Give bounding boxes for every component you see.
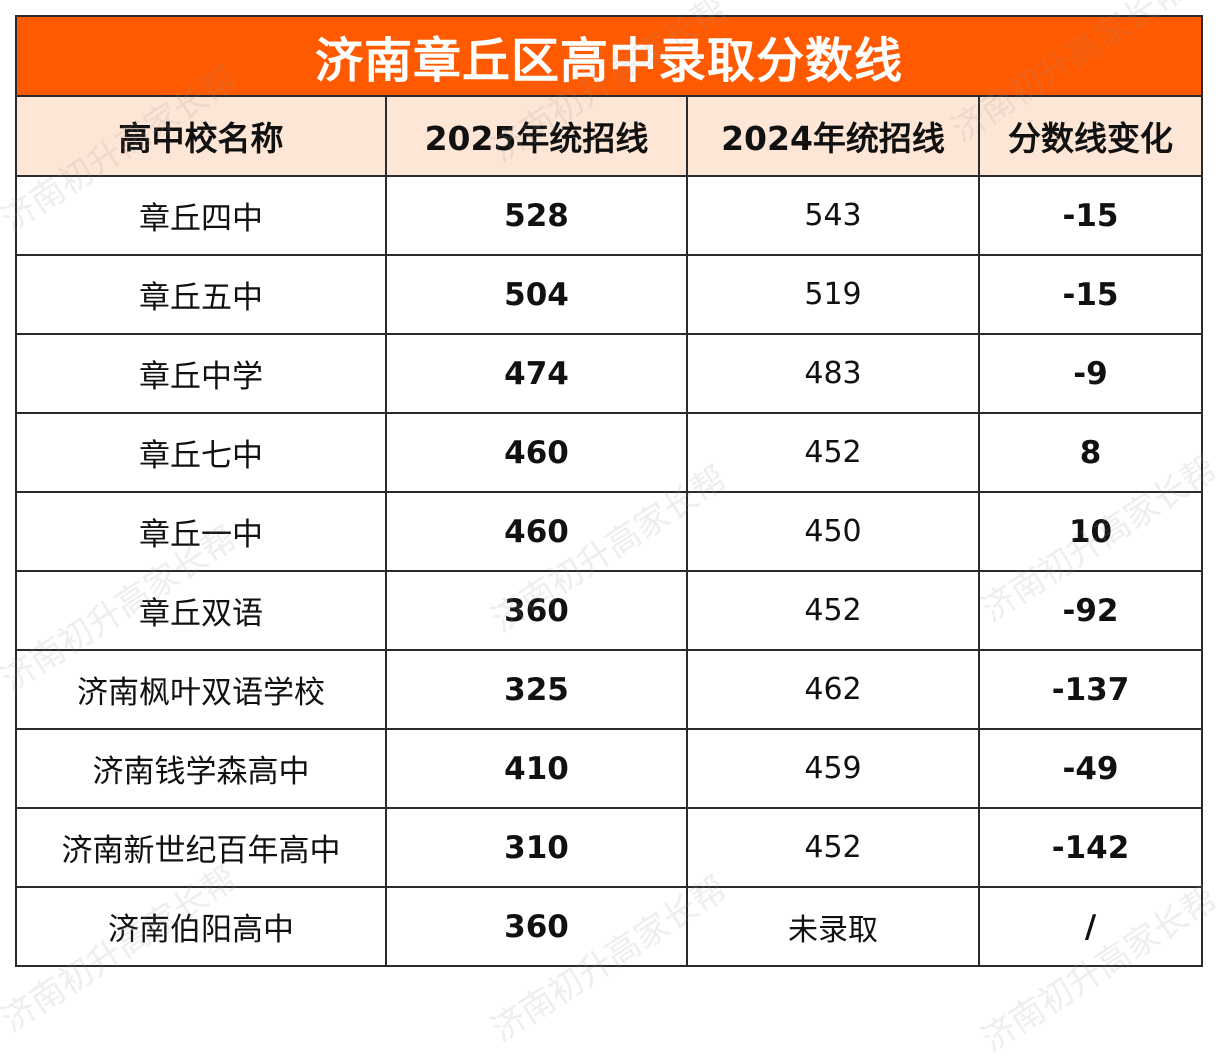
score-table: 济南章丘区高中录取分数线 高中校名称 2025年统招线 2024年统招线 分数线… (14, 15, 1204, 967)
score-2024: 450 (686, 491, 980, 572)
score-change: -142 (977, 807, 1204, 888)
score-2025: 410 (385, 728, 688, 809)
score-2025: 360 (385, 886, 688, 967)
score-2024: 未录取 (686, 886, 980, 967)
table-row: 章丘中学 474 483 -9 (15, 333, 1204, 414)
score-2024: 543 (686, 175, 980, 256)
score-2024: 452 (686, 570, 980, 651)
score-2025: 474 (385, 333, 688, 414)
score-2025: 504 (385, 254, 688, 335)
score-2025: 310 (385, 807, 688, 888)
school-name: 章丘中学 (15, 333, 387, 414)
score-change: -9 (977, 333, 1204, 414)
school-name: 济南钱学森高中 (15, 728, 387, 809)
table-row: 章丘四中 528 543 -15 (15, 175, 1204, 256)
score-2025: 528 (385, 175, 688, 256)
table-row: 章丘七中 460 452 8 (15, 412, 1204, 493)
title-row: 济南章丘区高中录取分数线 (14, 15, 1204, 97)
header-change: 分数线变化 (977, 95, 1204, 177)
score-change: -49 (977, 728, 1204, 809)
header-2024-line: 2024年统招线 (686, 95, 980, 177)
table-row: 章丘一中 460 450 10 (15, 491, 1204, 572)
score-change: -137 (977, 649, 1204, 730)
score-2024: 452 (686, 807, 980, 888)
score-2025: 460 (385, 412, 688, 493)
score-2024: 483 (686, 333, 980, 414)
score-change: -15 (977, 254, 1204, 335)
table-row: 章丘双语 360 452 -92 (15, 570, 1204, 651)
score-change: -15 (977, 175, 1204, 256)
table-row: 章丘五中 504 519 -15 (15, 254, 1204, 335)
score-change: 8 (977, 412, 1204, 493)
header-row: 高中校名称 2025年统招线 2024年统招线 分数线变化 (15, 95, 1204, 177)
table-row: 济南枫叶双语学校 325 462 -137 (15, 649, 1204, 730)
score-2025: 360 (385, 570, 688, 651)
school-name: 济南伯阳高中 (15, 886, 387, 967)
header-2025-line: 2025年统招线 (385, 95, 688, 177)
school-name: 济南枫叶双语学校 (15, 649, 387, 730)
school-name: 济南新世纪百年高中 (15, 807, 387, 888)
school-name: 章丘七中 (15, 412, 387, 493)
table-row: 济南伯阳高中 360 未录取 / (15, 886, 1204, 967)
score-2025: 325 (385, 649, 688, 730)
school-name: 章丘一中 (15, 491, 387, 572)
table-row: 济南钱学森高中 410 459 -49 (15, 728, 1204, 809)
school-name: 章丘四中 (15, 175, 387, 256)
score-2024: 459 (686, 728, 980, 809)
score-2024: 462 (686, 649, 980, 730)
score-change: / (977, 886, 1204, 967)
score-2025: 460 (385, 491, 688, 572)
score-2024: 452 (686, 412, 980, 493)
header-school: 高中校名称 (15, 95, 387, 177)
table-row: 济南新世纪百年高中 310 452 -142 (15, 807, 1204, 888)
school-name: 章丘五中 (15, 254, 387, 335)
score-change: -92 (977, 570, 1204, 651)
score-2024: 519 (686, 254, 980, 335)
school-name: 章丘双语 (15, 570, 387, 651)
score-change: 10 (977, 491, 1204, 572)
table-title: 济南章丘区高中录取分数线 (14, 15, 1204, 97)
